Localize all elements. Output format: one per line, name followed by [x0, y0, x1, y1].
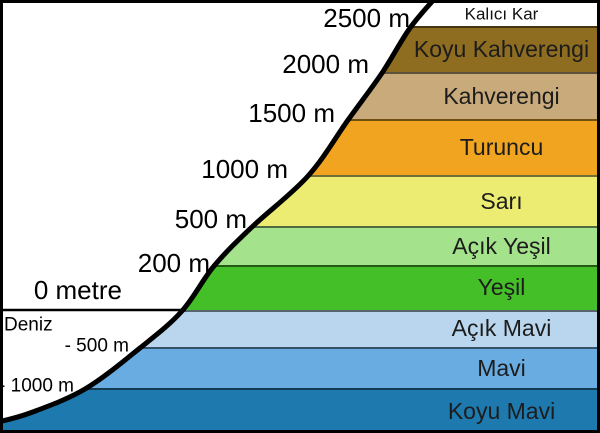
band-label: Açık Mavi — [451, 315, 552, 342]
band-label: Mavi — [477, 354, 526, 381]
band-label: Açık Yeşil — [452, 232, 551, 259]
band-row: Koyu Kahverengi — [0, 26, 600, 72]
color-bands: Kalıcı Kar Koyu Kahverengi Kahverengi Turun… — [0, 3, 600, 433]
band-row: Açık Yeşil — [0, 226, 600, 265]
band-label: Koyu Kahverengi — [413, 35, 590, 62]
band-label: Sarı — [480, 187, 523, 214]
band-row: Mavi — [0, 347, 600, 388]
band-row: Sarı — [0, 175, 600, 226]
band-row: Açık Mavi — [0, 309, 600, 347]
band-label: Kalıcı Kar — [464, 4, 539, 24]
band-label: Koyu Mavi — [447, 397, 556, 424]
band-row: Koyu Mavi — [0, 388, 600, 433]
band-row: Yeşil — [0, 265, 600, 310]
band-label: Turuncu — [459, 133, 544, 160]
band-row: Kalıcı Kar — [0, 3, 600, 26]
band-label: Kahverengi — [443, 82, 560, 109]
band-row: Turuncu — [0, 119, 600, 175]
band-label: Yeşil — [477, 274, 526, 301]
band-row: Kahverengi — [0, 72, 600, 119]
